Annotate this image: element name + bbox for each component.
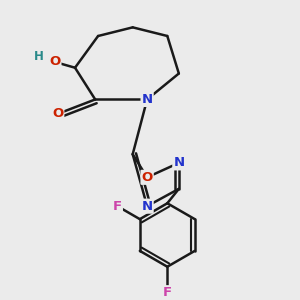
Text: F: F — [113, 200, 122, 213]
Text: N: N — [142, 200, 153, 213]
Text: O: O — [52, 107, 63, 120]
Text: N: N — [142, 93, 153, 106]
Text: N: N — [173, 156, 184, 170]
Text: O: O — [49, 56, 60, 68]
Text: H: H — [34, 50, 44, 63]
Text: O: O — [142, 171, 153, 184]
Text: F: F — [163, 286, 172, 299]
